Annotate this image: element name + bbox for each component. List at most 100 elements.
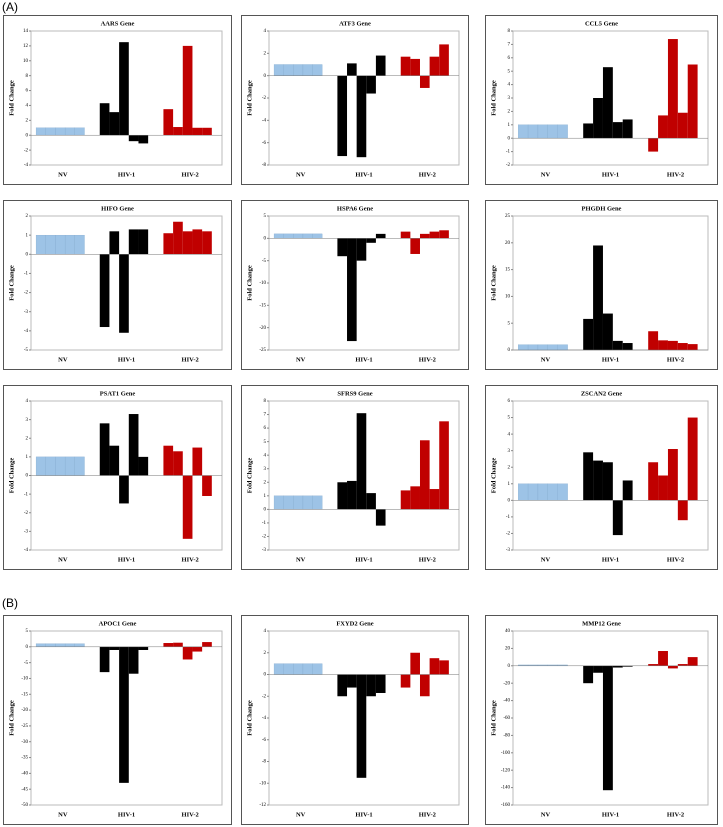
bar bbox=[537, 124, 548, 139]
bar bbox=[119, 475, 129, 504]
x-tick-label: NV bbox=[541, 811, 551, 818]
chart: PSAT1 Gene Fold Change -4 -3 -2 -1 0 1 2 3 4 NV HIV-… bbox=[3, 385, 232, 570]
bar bbox=[400, 56, 411, 76]
x-tick-label: HIV-2 bbox=[182, 171, 199, 178]
bar bbox=[293, 64, 304, 76]
x-tick-label: HIV-1 bbox=[355, 556, 372, 563]
y-tick-label: 0 bbox=[508, 348, 511, 353]
y-tick-label: -3 bbox=[262, 548, 267, 553]
bar bbox=[138, 646, 149, 650]
y-tick-label: -20 bbox=[503, 681, 510, 686]
bar bbox=[547, 124, 558, 139]
bar bbox=[202, 231, 212, 255]
bar bbox=[400, 231, 411, 239]
bar bbox=[173, 642, 183, 647]
x-tick-label: HIV-2 bbox=[419, 811, 436, 818]
bar bbox=[283, 233, 294, 239]
plot-area bbox=[30, 630, 223, 806]
bar bbox=[557, 483, 568, 501]
y-tick-label: 4 bbox=[264, 629, 267, 634]
y-tick-label: -120 bbox=[501, 768, 511, 773]
bar bbox=[527, 124, 539, 139]
y-tick-label: -50 bbox=[21, 803, 28, 808]
y-tick-label: 4 bbox=[26, 399, 29, 404]
y-tick-label: -2 bbox=[506, 163, 511, 168]
bar bbox=[64, 127, 75, 136]
bar bbox=[35, 127, 46, 136]
y-tick-label: 3 bbox=[264, 467, 267, 472]
chart: HIFO Gene Fold Change -5 -4 -3 -2 -1 0 1 2 NV HIV-1… bbox=[3, 200, 232, 370]
bar bbox=[99, 646, 110, 673]
chart: AARS Gene Fold Change -4 -2 0 2 4 6 8 10 12 14 NV HIV… bbox=[3, 15, 232, 185]
bar bbox=[128, 135, 139, 142]
bar bbox=[375, 233, 386, 239]
bar bbox=[312, 233, 323, 239]
y-tick-label: -10 bbox=[259, 781, 266, 786]
bar bbox=[667, 449, 678, 501]
y-axis-label: Fold Change bbox=[490, 700, 497, 736]
bar bbox=[283, 663, 294, 675]
bar bbox=[439, 230, 449, 239]
y-tick-label: -1 bbox=[24, 272, 29, 277]
bar bbox=[347, 674, 357, 688]
x-tick-label: HIV-1 bbox=[602, 171, 619, 178]
y-tick-label: 8 bbox=[508, 29, 511, 34]
y-tick-label: 5 bbox=[26, 629, 29, 634]
bar bbox=[612, 340, 623, 350]
panel-border bbox=[241, 385, 469, 570]
chart-title: ZSCAN2 Gene bbox=[581, 390, 622, 397]
x-tick-label: HIV-2 bbox=[182, 556, 199, 563]
bar bbox=[273, 495, 284, 510]
x-tick-label: NV bbox=[541, 556, 551, 563]
y-tick-label: 4 bbox=[508, 83, 511, 88]
y-tick-label: -3 bbox=[24, 310, 29, 315]
x-tick-label: HIV-2 bbox=[419, 171, 436, 178]
bar bbox=[302, 495, 313, 510]
y-tick-label: -2 bbox=[24, 148, 29, 153]
bar bbox=[356, 413, 367, 510]
y-tick-label: 20 bbox=[505, 647, 511, 652]
y-tick-label: -100 bbox=[501, 751, 511, 756]
bar bbox=[74, 456, 85, 476]
bar bbox=[658, 651, 668, 666]
y-tick-label: 1 bbox=[26, 233, 29, 238]
chart: PHGDH Gene Fold Change 0 5 10 15 20 25 NV HIV-1 HI… bbox=[485, 200, 718, 370]
y-tick-label: -8 bbox=[262, 163, 267, 168]
bar bbox=[439, 660, 449, 675]
y-tick-label: -1 bbox=[24, 492, 29, 497]
y-tick-label: 0 bbox=[508, 498, 511, 503]
bar bbox=[163, 445, 174, 476]
bar bbox=[677, 343, 688, 350]
y-tick-label: 2 bbox=[508, 465, 511, 470]
bar bbox=[45, 456, 56, 476]
bar bbox=[163, 109, 174, 136]
bar bbox=[429, 231, 440, 239]
bar bbox=[658, 115, 668, 139]
bar bbox=[602, 313, 613, 350]
bar bbox=[419, 674, 430, 697]
bar bbox=[547, 483, 558, 501]
y-tick-label: 0 bbox=[508, 136, 511, 141]
bar bbox=[366, 75, 376, 94]
y-tick-label: -40 bbox=[21, 772, 28, 777]
bar bbox=[557, 124, 568, 139]
y-tick-label: -5 bbox=[24, 348, 29, 353]
bar bbox=[293, 663, 304, 675]
bar bbox=[55, 127, 66, 136]
chart-title: AARS Gene bbox=[101, 20, 135, 27]
bar bbox=[356, 75, 367, 158]
x-tick-label: HIV-1 bbox=[602, 811, 619, 818]
bar bbox=[648, 138, 659, 152]
bar bbox=[109, 231, 120, 255]
bar bbox=[648, 331, 659, 350]
y-tick-label: 1 bbox=[508, 123, 511, 128]
chart: FXYD2 Gene Fold Change -12 -10 -8 -6 -4 -2 0 2 4 NV… bbox=[241, 615, 469, 825]
plot-area bbox=[512, 400, 709, 551]
y-tick-label: -60 bbox=[503, 716, 510, 721]
bar bbox=[55, 234, 66, 255]
y-tick-label: -6 bbox=[262, 141, 267, 146]
y-tick-label: 3 bbox=[508, 96, 511, 101]
bar bbox=[518, 344, 529, 351]
